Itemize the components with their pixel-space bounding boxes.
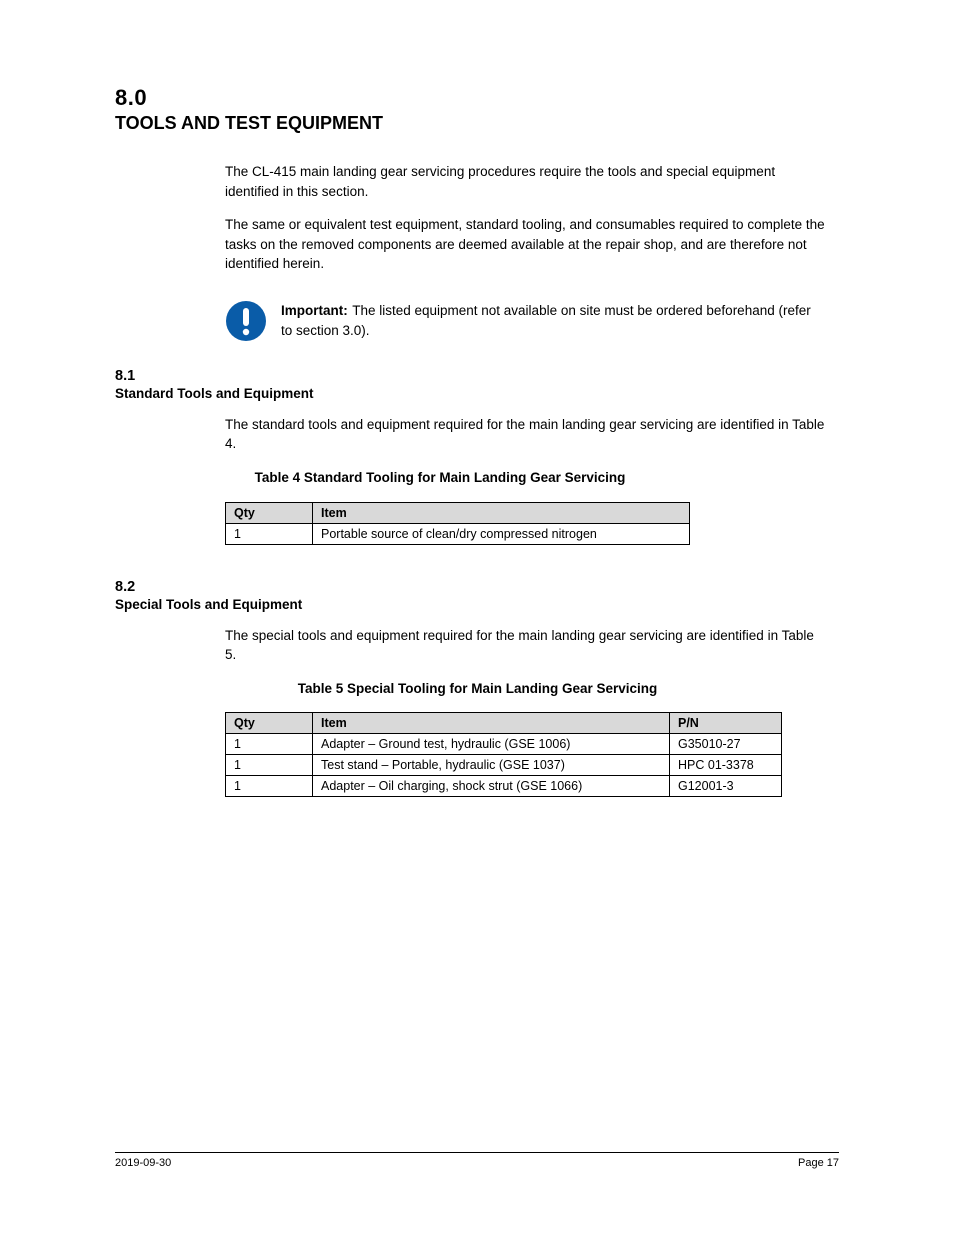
table-cell: 1: [226, 755, 313, 776]
important-callout: Important: The listed equipment not avai…: [225, 300, 825, 342]
important-text: The listed equipment not available on si…: [281, 303, 811, 338]
table-cell: 1: [226, 734, 313, 755]
table-cell: Adapter – Ground test, hydraulic (GSE 10…: [313, 734, 670, 755]
table-header-cell: Item: [313, 713, 670, 734]
table-cell: 1: [226, 776, 313, 797]
table-row: 1Adapter – Oil charging, shock strut (GS…: [226, 776, 782, 797]
subsection-8-2: 8.2 Special Tools and Equipment: [115, 579, 839, 612]
table-4-caption: Table 4 Standard Tooling for Main Landin…: [225, 468, 655, 488]
table-cell: G35010-27: [670, 734, 782, 755]
subsection-number: 8.2: [115, 579, 839, 595]
table-5: QtyItemP/N1Adapter – Ground test, hydrau…: [225, 712, 782, 797]
subsection-title: Special Tools and Equipment: [115, 597, 839, 612]
section-title: TOOLS AND TEST EQUIPMENT: [115, 113, 839, 134]
table-header-cell: Qty: [226, 502, 313, 523]
important-label: Important:: [281, 303, 348, 318]
subsection-title: Standard Tools and Equipment: [115, 386, 839, 401]
table-header-cell: Qty: [226, 713, 313, 734]
table-cell: 1: [226, 523, 313, 544]
table-cell: Test stand – Portable, hydraulic (GSE 10…: [313, 755, 670, 776]
page-footer: 2019-09-30 Page 17: [115, 1152, 839, 1169]
page: 8.0 TOOLS AND TEST EQUIPMENT The CL-415 …: [0, 0, 954, 1235]
table-5-caption: Table 5 Special Tooling for Main Landing…: [225, 679, 730, 699]
important-icon: [225, 300, 267, 342]
table-cell: G12001-3: [670, 776, 782, 797]
paragraph-2: The same or equivalent test equipment, s…: [225, 215, 825, 274]
intro-paragraph: The CL-415 main landing gear servicing p…: [225, 162, 825, 201]
table-cell: HPC 01-3378: [670, 755, 782, 776]
table-header-cell: Item: [313, 502, 690, 523]
subsection-number: 8.1: [115, 368, 839, 384]
table-cell: Portable source of clean/dry compressed …: [313, 523, 690, 544]
table-row: 1Adapter – Ground test, hydraulic (GSE 1…: [226, 734, 782, 755]
sub2-paragraph: The special tools and equipment required…: [225, 626, 825, 665]
table-4: QtyItem1Portable source of clean/dry com…: [225, 502, 690, 545]
sub1-paragraph: The standard tools and equipment require…: [225, 415, 825, 454]
footer-date: 2019-09-30: [115, 1157, 171, 1169]
table-row: 1Portable source of clean/dry compressed…: [226, 523, 690, 544]
footer-page: Page 17: [798, 1157, 839, 1169]
table-row: 1Test stand – Portable, hydraulic (GSE 1…: [226, 755, 782, 776]
subsection-8-1: 8.1 Standard Tools and Equipment: [115, 368, 839, 401]
table-header-cell: P/N: [670, 713, 782, 734]
table-cell: Adapter – Oil charging, shock strut (GSE…: [313, 776, 670, 797]
section-number: 8.0: [115, 85, 839, 111]
